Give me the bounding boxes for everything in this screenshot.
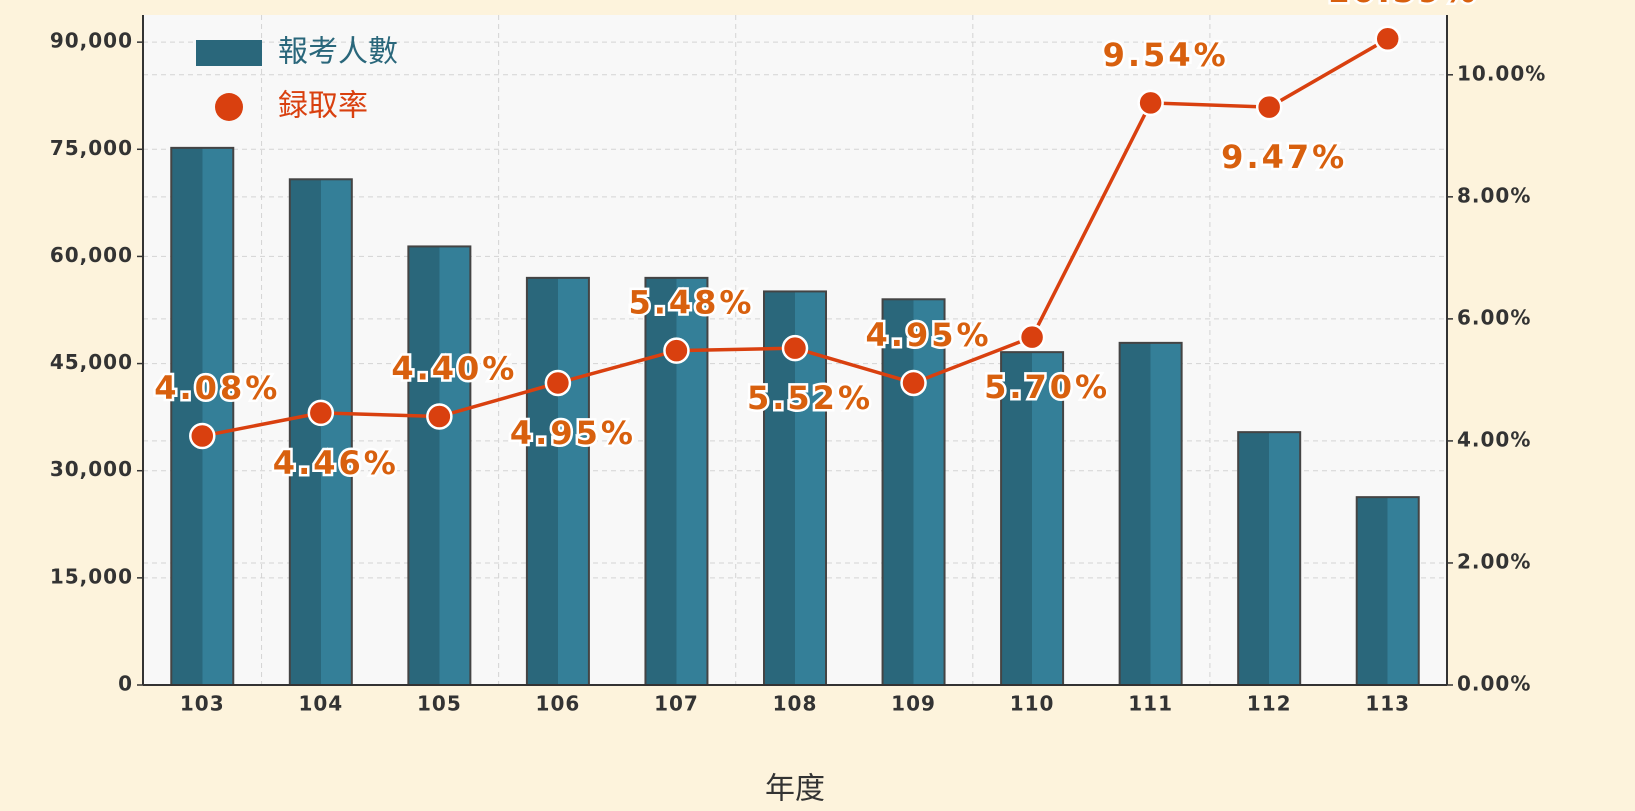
- bar: [288, 178, 353, 687]
- y2-tick-label: 6.00%: [1457, 305, 1531, 329]
- legend-swatch: [196, 40, 262, 66]
- value-label: 10.59%: [1327, 0, 1478, 10]
- x-tick-label: 103: [180, 692, 225, 716]
- y2-tick-label: 2.00%: [1457, 549, 1531, 573]
- y-tick-label: 90,000: [50, 29, 133, 53]
- x-tick-label: 108: [773, 692, 818, 716]
- bar: [1355, 496, 1420, 686]
- value-label: 5.70%: [984, 368, 1110, 406]
- rate-point: [544, 369, 572, 397]
- y-tick-label: 75,000: [50, 136, 133, 160]
- x-axis-label: 年度: [765, 772, 825, 807]
- legend-label: 録取率: [278, 89, 368, 124]
- y-tick-label: 15,000: [50, 564, 133, 588]
- value-label: 4.95%: [510, 414, 636, 452]
- x-tick-label: 106: [536, 692, 581, 716]
- bar: [1237, 431, 1302, 686]
- bar: [881, 298, 946, 686]
- value-label: 4.08%: [154, 369, 280, 407]
- value-label: 9.54%: [1103, 36, 1229, 74]
- rate-point: [1018, 323, 1046, 351]
- y2-tick-label: 8.00%: [1457, 183, 1531, 207]
- bar: [525, 276, 590, 686]
- bar: [407, 245, 472, 687]
- bar: [1118, 341, 1183, 686]
- value-label: 4.40%: [391, 350, 517, 388]
- value-label: 9.47%: [1221, 138, 1347, 176]
- x-tick-label: 104: [298, 692, 343, 716]
- legend-swatch: [215, 93, 243, 121]
- legend-label: 報考人數: [278, 35, 398, 70]
- bar: [1000, 351, 1065, 686]
- x-tick-label: 110: [1010, 692, 1055, 716]
- x-tick-label: 112: [1247, 692, 1292, 716]
- value-label: 5.48%: [628, 284, 754, 322]
- value-label: 4.46%: [273, 444, 399, 482]
- y-tick-label: 45,000: [50, 350, 133, 374]
- x-tick-label: 107: [654, 692, 699, 716]
- x-tick-label: 113: [1365, 692, 1410, 716]
- y-tick-label: 30,000: [50, 457, 133, 481]
- y2-tick-label: 0.00%: [1457, 672, 1531, 696]
- y-tick-label: 0: [118, 672, 133, 696]
- value-label: 5.52%: [747, 379, 873, 417]
- rate-point: [781, 334, 809, 362]
- x-tick-label: 105: [417, 692, 462, 716]
- rate-point: [900, 369, 927, 397]
- rate-point: [426, 403, 453, 430]
- y2-tick-label: 4.00%: [1457, 427, 1531, 451]
- rate-point: [1137, 89, 1164, 117]
- rate-point: [307, 399, 335, 427]
- value-label: 4.95%: [866, 316, 992, 354]
- rate-point: [1374, 25, 1401, 53]
- x-tick-label: 111: [1128, 692, 1173, 716]
- rate-point: [1255, 93, 1283, 121]
- x-tick-label: 109: [891, 692, 936, 716]
- y-tick-label: 60,000: [50, 243, 133, 267]
- rate-point: [663, 337, 690, 364]
- rate-point: [189, 422, 216, 450]
- y2-tick-label: 10.00%: [1457, 61, 1546, 85]
- bar: [170, 146, 235, 687]
